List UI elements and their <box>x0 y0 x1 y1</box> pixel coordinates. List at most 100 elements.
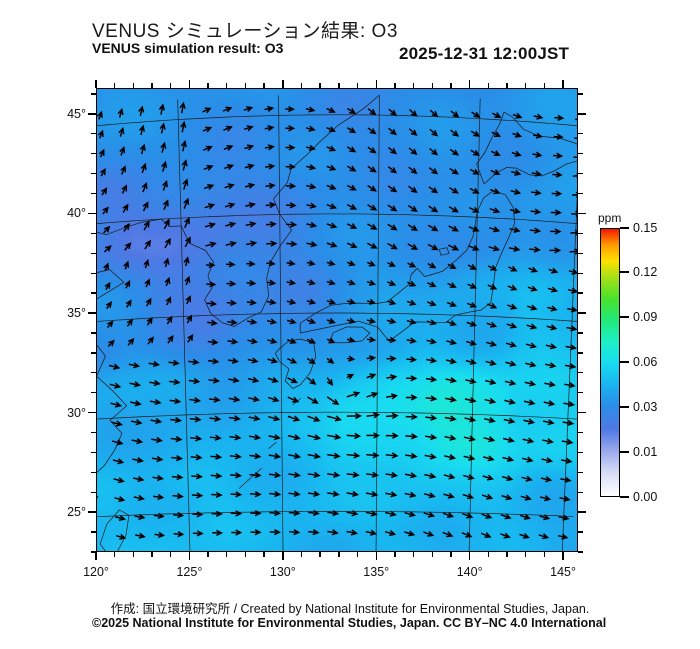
wind-arrow <box>466 339 478 346</box>
wind-arrow <box>123 222 130 232</box>
wind-arrow <box>530 189 542 196</box>
wind-arrow <box>367 108 377 116</box>
wind-arrow <box>447 263 457 270</box>
y-axis-label: 45° <box>67 106 86 121</box>
y-axis-tick-right <box>578 491 583 493</box>
wind-arrow <box>527 304 538 311</box>
wind-arrow <box>465 377 477 385</box>
wind-arrow <box>268 452 282 460</box>
colorbar-tick-label: 0.00 <box>633 490 658 504</box>
wind-arrow <box>182 178 189 190</box>
wind-arrow <box>560 476 572 483</box>
wind-arrow <box>229 453 242 460</box>
y-axis-label: 35° <box>67 306 86 321</box>
wind-arrow <box>490 150 501 156</box>
wind-arrow <box>405 394 418 401</box>
wind-arrow <box>446 339 458 346</box>
wind-arrow <box>445 396 457 403</box>
wind-arrow <box>445 377 458 384</box>
y-axis-tick <box>91 431 96 434</box>
wind-arrow <box>491 131 502 137</box>
wind-arrow <box>211 510 223 518</box>
x-axis-tick-top <box>338 83 340 88</box>
wind-arrow <box>408 128 418 136</box>
wind-arrow <box>115 533 127 540</box>
colorbar-tick <box>620 316 629 318</box>
wind-arrow <box>129 381 142 388</box>
wind-arrow <box>500 513 512 520</box>
y-axis-tick <box>91 153 96 155</box>
wind-arrow <box>346 317 356 324</box>
wind-arrow <box>408 147 418 155</box>
graticule-parallel <box>97 213 577 224</box>
wind-arrow <box>287 415 301 422</box>
wind-arrow <box>446 320 457 327</box>
wind-arrow <box>511 169 522 176</box>
wind-arrow <box>387 261 396 267</box>
wind-arrow <box>388 127 397 136</box>
wind-arrow <box>286 298 297 305</box>
wind-arrow <box>108 363 121 370</box>
wind-arrow <box>367 165 377 173</box>
wind-arrow <box>482 474 495 481</box>
y-axis-tick-right <box>578 372 583 374</box>
wind-arrow <box>169 397 182 405</box>
wind-arrow <box>484 417 496 424</box>
wind-arrow <box>512 112 523 119</box>
wind-arrow <box>550 209 562 216</box>
wind-arrow <box>97 110 103 120</box>
wind-arrow <box>327 471 341 478</box>
wind-arrow <box>450 110 460 118</box>
wind-arrow <box>367 184 377 192</box>
wind-arrow <box>326 377 334 386</box>
wind-arrow <box>487 283 498 290</box>
wind-arrow <box>191 492 204 499</box>
wind-arrow <box>523 399 536 406</box>
y-axis-tick <box>91 93 96 95</box>
wind-arrow <box>159 122 166 134</box>
wind-arrow <box>566 325 577 332</box>
x-axis-tick-top <box>151 83 153 88</box>
wind-arrow <box>429 147 439 156</box>
wind-arrow <box>346 391 361 398</box>
wind-arrow <box>306 298 317 305</box>
wind-arrow <box>143 220 150 231</box>
wind-arrow <box>346 242 358 249</box>
wind-arrow <box>366 260 376 267</box>
wind-arrow <box>366 452 380 459</box>
x-axis-tick-top <box>356 83 359 88</box>
wind-arrow <box>243 106 254 113</box>
wind-arrow <box>124 242 132 251</box>
y-axis-tick-right <box>578 471 583 474</box>
wind-arrow <box>306 202 317 209</box>
wind-arrow <box>246 260 256 267</box>
wind-arrow <box>366 392 379 398</box>
wind-arrow <box>385 432 399 439</box>
wind-arrow <box>505 341 517 348</box>
y-axis-tick-right <box>578 192 583 195</box>
wind-arrow <box>127 337 135 346</box>
wind-arrow <box>244 182 256 189</box>
wind-arrow <box>140 162 147 174</box>
wind-arrow <box>245 202 257 209</box>
y-axis-tick <box>91 391 96 394</box>
wind-arrow <box>521 456 534 463</box>
wind-arrow <box>385 452 399 459</box>
wind-arrow <box>346 452 361 459</box>
wind-arrow <box>135 532 146 539</box>
wind-arrow <box>115 514 126 522</box>
x-axis-tick <box>263 552 265 557</box>
wind-arrow <box>202 107 212 114</box>
wind-arrow <box>146 317 153 326</box>
wind-arrow <box>143 258 150 269</box>
wind-arrow <box>366 355 377 362</box>
wind-arrow <box>346 184 357 191</box>
wind-arrow <box>522 437 535 444</box>
wind-arrow <box>285 144 296 151</box>
wind-arrow <box>141 182 148 193</box>
wind-arrow <box>306 377 317 385</box>
colorbar-tick <box>620 361 629 363</box>
wind-arrow <box>227 319 238 326</box>
wind-arrow <box>250 529 262 536</box>
wind-arrow <box>442 512 455 518</box>
